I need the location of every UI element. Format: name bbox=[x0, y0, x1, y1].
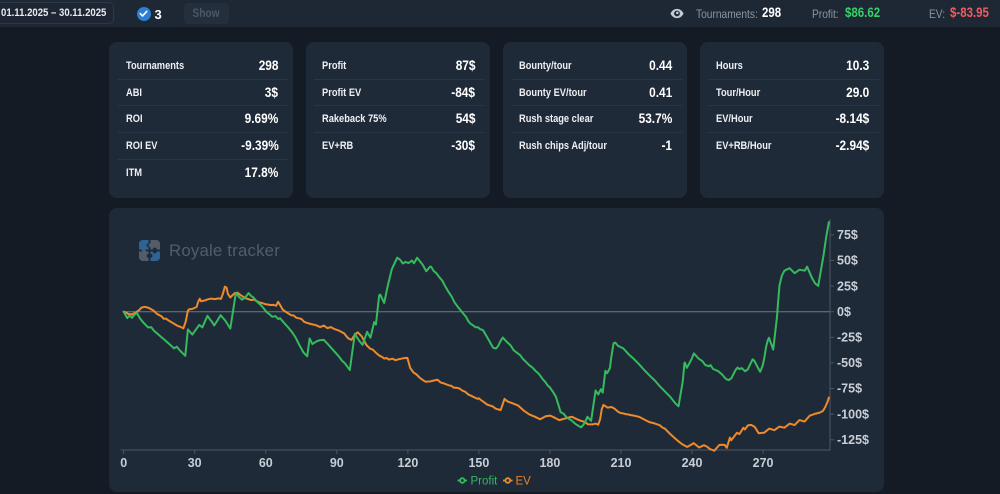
svg-text:-50$: -50$ bbox=[837, 356, 862, 370]
svg-text:180: 180 bbox=[539, 456, 560, 470]
svg-text:Profit: Profit bbox=[471, 476, 499, 488]
svg-text:-75$: -75$ bbox=[837, 382, 862, 396]
svg-text:60: 60 bbox=[259, 456, 273, 470]
svg-text:0$: 0$ bbox=[837, 305, 851, 319]
svg-text:EV: EV bbox=[516, 476, 532, 488]
svg-text:-25$: -25$ bbox=[837, 331, 862, 345]
svg-text:150: 150 bbox=[468, 456, 489, 470]
svg-text:270: 270 bbox=[753, 456, 774, 470]
svg-text:120: 120 bbox=[397, 456, 418, 470]
svg-text:50$: 50$ bbox=[837, 254, 858, 268]
svg-text:90: 90 bbox=[330, 456, 344, 470]
svg-text:210: 210 bbox=[611, 456, 632, 470]
svg-text:75$: 75$ bbox=[837, 228, 858, 242]
svg-text:-125$: -125$ bbox=[837, 433, 869, 447]
svg-text:0: 0 bbox=[120, 456, 127, 470]
svg-text:-100$: -100$ bbox=[837, 407, 869, 421]
svg-text:30: 30 bbox=[188, 456, 202, 470]
svg-text:240: 240 bbox=[682, 456, 703, 470]
svg-text:25$: 25$ bbox=[837, 279, 858, 293]
